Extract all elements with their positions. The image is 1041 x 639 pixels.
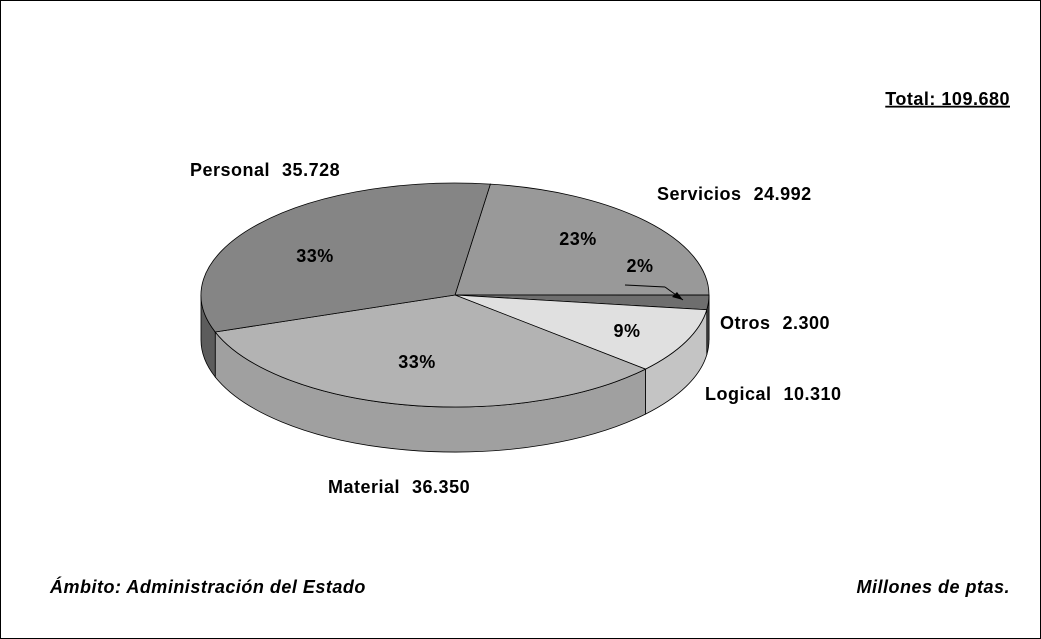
pie-tops bbox=[200, 182, 710, 408]
category-name: Personal bbox=[190, 160, 270, 180]
percent-label: 33% bbox=[398, 352, 436, 372]
category-name: Servicios bbox=[657, 184, 742, 204]
percent-label: 2% bbox=[626, 256, 653, 276]
slice-label: Otros 2.300 bbox=[720, 313, 830, 333]
value-label: 10.310 bbox=[784, 384, 842, 404]
pie-slice bbox=[200, 182, 491, 333]
percent-label: 23% bbox=[559, 229, 597, 249]
footer-left: Ámbito: Administración del Estado bbox=[49, 576, 366, 597]
value-label: 36.350 bbox=[412, 477, 470, 497]
slice-label: Material 36.350 bbox=[328, 477, 470, 497]
slice-label: Servicios 24.992 bbox=[657, 184, 812, 204]
pie-slice bbox=[454, 183, 710, 296]
slice-label: Personal 35.728 bbox=[190, 160, 340, 180]
value-label: 35.728 bbox=[282, 160, 340, 180]
labels: 23% Servicios 24.992 2% Otros 2.300 9% Logical 1… bbox=[190, 160, 842, 497]
percent-label: 9% bbox=[613, 321, 640, 341]
percent-label: 33% bbox=[296, 246, 334, 266]
category-name: Otros bbox=[720, 313, 771, 333]
leader-line bbox=[624, 284, 666, 288]
value-label: 2.300 bbox=[783, 313, 831, 333]
pie-slice bbox=[454, 294, 708, 370]
slice-label: Logical 10.310 bbox=[705, 384, 842, 404]
category-name: Material bbox=[328, 477, 400, 497]
pie-sides bbox=[200, 294, 710, 453]
footer-right: Millones de ptas. bbox=[856, 577, 1010, 597]
value-label: 24.992 bbox=[754, 184, 812, 204]
total-label: Total: 109.680 bbox=[885, 89, 1010, 109]
category-name: Logical bbox=[705, 384, 772, 404]
leader-arrow bbox=[672, 292, 683, 300]
pie-slice bbox=[214, 294, 647, 408]
